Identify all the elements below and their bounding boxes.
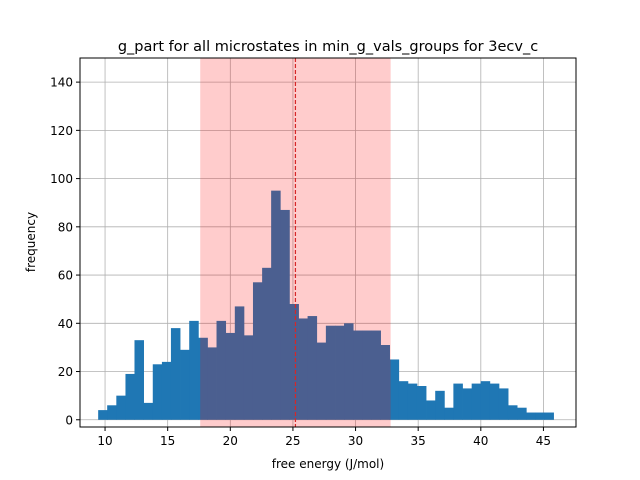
x-axis-ticks: 10 15 20 25 30 35 40 45	[97, 427, 551, 448]
histogram-bar	[435, 390, 445, 420]
histogram-bar	[189, 320, 199, 420]
histogram-bar	[344, 323, 354, 420]
histogram-bar	[471, 383, 482, 420]
histogram-bar	[335, 325, 345, 420]
histogram-bar	[289, 304, 299, 420]
histogram-bar	[462, 388, 473, 420]
histogram-bar	[98, 410, 108, 420]
histogram-bar	[371, 330, 381, 420]
x-tick-label: 30	[348, 434, 363, 448]
histogram-bar	[535, 412, 545, 420]
histogram-bar	[271, 190, 281, 420]
histogram-bars	[98, 190, 554, 420]
histogram-bar	[526, 412, 536, 420]
histogram-bar	[453, 383, 463, 420]
y-tick-label: 60	[58, 269, 73, 283]
histogram-bar	[180, 349, 190, 420]
histogram-bar	[426, 400, 436, 420]
y-tick-label: 0	[65, 413, 73, 427]
histogram-bar	[152, 364, 163, 420]
histogram-bar	[316, 342, 327, 420]
histogram-bar	[517, 407, 527, 420]
histogram-bar	[498, 388, 509, 420]
x-tick-label: 20	[223, 434, 238, 448]
x-tick-label: 35	[411, 434, 426, 448]
histogram-bar	[407, 383, 418, 420]
histogram-bar	[489, 383, 500, 420]
histogram-bar	[116, 395, 126, 420]
histogram-bar	[216, 320, 227, 420]
histogram-bar	[170, 328, 181, 420]
y-tick-label: 140	[50, 76, 73, 90]
histogram-bar	[307, 316, 318, 420]
histogram-bar	[243, 335, 254, 420]
x-axis-label: free energy (J/mol)	[272, 457, 384, 471]
chart-title: g_part for all microstates in min_g_vals…	[118, 39, 538, 55]
grid-lines	[80, 58, 576, 427]
histogram-bar	[398, 381, 409, 420]
histogram-bar	[280, 209, 290, 420]
y-axis-label: frequency	[24, 212, 38, 272]
y-tick-label: 120	[50, 124, 73, 138]
y-tick-label: 20	[58, 365, 73, 379]
y-axis-ticks: 0 20 40 60 80 100 120 140	[50, 76, 80, 427]
histogram-bar	[325, 325, 336, 420]
histogram-bar	[262, 267, 272, 420]
x-tick-label: 10	[97, 434, 112, 448]
histogram-bar	[480, 381, 491, 420]
histogram-bar	[362, 330, 372, 420]
y-tick-label: 80	[58, 220, 73, 234]
histogram-bar	[225, 332, 236, 420]
x-tick-label: 45	[536, 434, 551, 448]
histogram-bar	[444, 407, 454, 420]
histogram-bar	[353, 330, 363, 420]
histogram-bar	[125, 373, 135, 420]
histogram-bar	[389, 359, 400, 420]
y-tick-label: 100	[50, 172, 73, 186]
histogram-bar	[416, 386, 427, 420]
y-tick-label: 40	[58, 317, 73, 331]
histogram-bar	[198, 337, 208, 420]
histogram-bar	[107, 405, 117, 420]
histogram-bar	[234, 306, 245, 420]
histogram-bar	[298, 318, 309, 420]
histogram-bar	[507, 405, 518, 420]
histogram-bar	[544, 412, 554, 420]
histogram-bar	[161, 361, 172, 420]
x-tick-label: 40	[473, 434, 488, 448]
histogram-bar	[207, 347, 217, 420]
histogram-bar	[380, 345, 390, 420]
histogram-bar	[252, 282, 263, 420]
x-tick-label: 25	[285, 434, 300, 448]
histogram-bar	[143, 402, 154, 420]
axes-frame	[79, 57, 577, 428]
histogram-bar	[134, 340, 144, 420]
x-tick-label: 15	[160, 434, 175, 448]
